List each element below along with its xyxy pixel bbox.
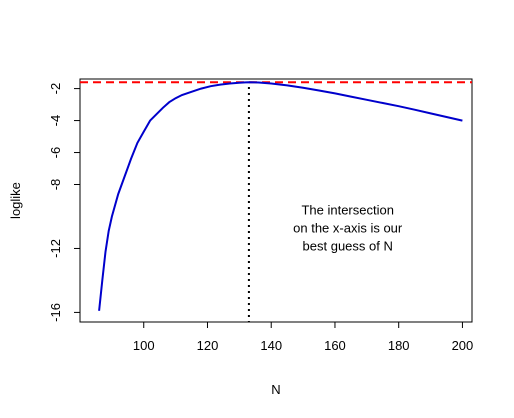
x-tick-label: 100 (133, 338, 155, 353)
annotation-line-1: The intersection (301, 202, 394, 217)
annotation-line-2: on the x-axis is our (293, 220, 403, 235)
y-axis: -2 -4 -6 -8 -12 -16 (48, 83, 81, 322)
annotation: The intersection on the x-axis is our be… (293, 202, 403, 253)
y-tick-label: -2 (48, 83, 63, 95)
x-axis-label: N (271, 382, 280, 397)
y-tick-label: -8 (48, 179, 63, 191)
x-tick-label: 200 (452, 338, 474, 353)
x-tick-label: 120 (197, 338, 219, 353)
y-tick-label: -16 (48, 303, 63, 322)
y-tick-label: -6 (48, 147, 63, 159)
x-axis: 100 120 140 160 180 200 (133, 321, 474, 353)
x-tick-label: 160 (324, 338, 346, 353)
annotation-line-3: best guess of N (303, 238, 393, 253)
y-tick-label: -4 (48, 115, 63, 127)
x-tick-label: 180 (388, 338, 410, 353)
y-axis-label: loglike (8, 182, 23, 219)
y-tick-label: -12 (48, 239, 63, 258)
x-tick-label: 140 (260, 338, 282, 353)
loglike-curve (98, 81, 463, 311)
